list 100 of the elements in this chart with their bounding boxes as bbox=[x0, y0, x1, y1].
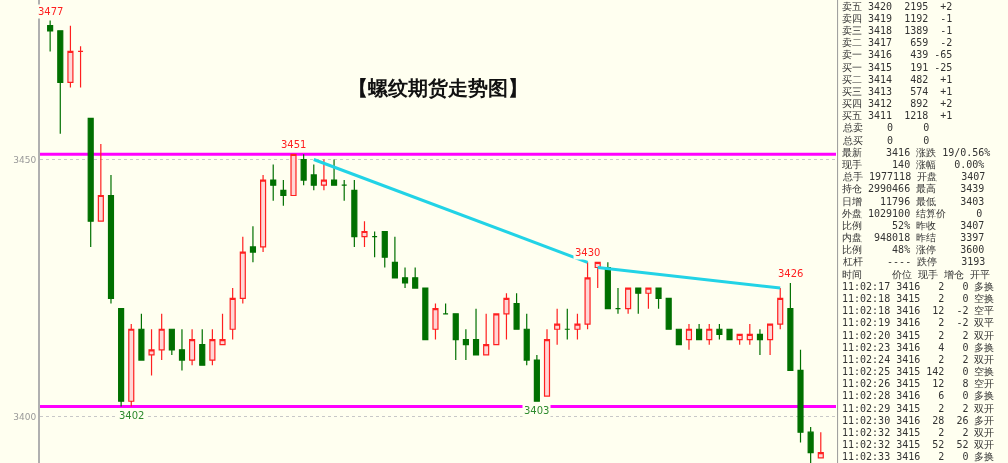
text: 卖三 3418 1389 -1 bbox=[842, 25, 953, 36]
text: 时间 价位 现手 增仓 开平 bbox=[842, 269, 991, 280]
candlestick bbox=[341, 179, 348, 202]
annotation: 3402 bbox=[119, 410, 145, 421]
text: 11:02:19 3416 2 -2 双平 bbox=[842, 317, 995, 328]
annotation: 3477 bbox=[38, 6, 64, 17]
candlestick bbox=[604, 261, 611, 310]
candlestick bbox=[280, 179, 287, 207]
candlestick bbox=[483, 313, 490, 356]
candlestick bbox=[371, 230, 378, 258]
candlestick bbox=[543, 328, 551, 397]
text: 11:02:25 3415 142 0 空换 bbox=[842, 366, 995, 377]
candlestick bbox=[736, 333, 743, 346]
text: 卖二 3417 659 -2 bbox=[842, 37, 953, 48]
candlestick bbox=[401, 266, 409, 289]
candlestick bbox=[472, 308, 480, 356]
candlestick bbox=[513, 292, 520, 330]
candlestick bbox=[412, 266, 419, 289]
candlestick bbox=[645, 287, 652, 310]
candlestick bbox=[381, 230, 388, 269]
candlestick bbox=[462, 328, 469, 361]
text: 11:02:18 3416 12 -2 空平 bbox=[842, 305, 995, 316]
text: 总手 1977118 开盘 3407 bbox=[842, 171, 986, 182]
candlestick bbox=[270, 164, 277, 202]
candlestick bbox=[158, 313, 165, 361]
text: 买二 3414 482 +1 bbox=[842, 74, 953, 85]
candlestick bbox=[625, 287, 632, 315]
annotation: 3426 bbox=[778, 268, 804, 279]
candlestick bbox=[442, 302, 449, 315]
text: 最新 3416 涨跌 19/0.56% bbox=[842, 147, 991, 158]
candlestick bbox=[675, 328, 682, 346]
candlestick bbox=[685, 323, 693, 351]
candlestick bbox=[310, 164, 317, 191]
candlestick bbox=[320, 158, 328, 191]
text: 买三 3413 574 +1 bbox=[842, 86, 953, 97]
candlestick bbox=[107, 174, 115, 305]
text: 11:02:23 3416 4 0 多换 bbox=[842, 342, 995, 353]
candlestick bbox=[178, 328, 186, 371]
text: 比例 48% 涨停 3600 bbox=[842, 244, 985, 255]
text: 11:02:18 3415 2 0 空换 bbox=[842, 293, 995, 304]
candlestick bbox=[493, 313, 500, 346]
candlestick bbox=[523, 313, 530, 366]
text: 买四 3412 892 +2 bbox=[842, 98, 953, 109]
text: 11:02:32 3415 2 2 双开 bbox=[842, 427, 995, 438]
text: 买一 3415 191 -25 bbox=[842, 62, 953, 73]
candlestick bbox=[97, 143, 104, 222]
text: 买五 3411 1218 +1 bbox=[842, 110, 953, 121]
candlestick bbox=[330, 158, 338, 186]
candlestick bbox=[767, 323, 774, 356]
candlestick bbox=[777, 287, 784, 330]
candlestick bbox=[128, 323, 135, 408]
y-tick-label: 3400 bbox=[13, 411, 37, 422]
candlestick bbox=[229, 287, 236, 341]
text: 11:02:24 3416 2 2 双开 bbox=[842, 354, 995, 365]
text: 11:02:32 3415 52 52 双开 bbox=[842, 439, 995, 450]
candlestick bbox=[249, 225, 257, 263]
text: 总买 0 0 bbox=[842, 135, 930, 146]
candlestick bbox=[118, 308, 125, 408]
candlestick bbox=[361, 220, 368, 248]
candlestick bbox=[716, 323, 723, 341]
candlestick bbox=[614, 287, 622, 315]
candlestick bbox=[351, 179, 358, 248]
candlestick bbox=[432, 302, 439, 341]
candlestick bbox=[189, 328, 196, 366]
candlestick bbox=[452, 313, 459, 361]
text: 比例 52% 昨收 3407 bbox=[842, 220, 985, 231]
candlestick bbox=[564, 308, 571, 341]
text: 11:02:28 3416 6 0 多换 bbox=[842, 390, 995, 401]
candlestick bbox=[57, 30, 64, 135]
text: 日增 11796 最低 3403 bbox=[842, 196, 985, 207]
candlestick bbox=[168, 328, 175, 356]
candlestick bbox=[584, 261, 591, 330]
text: 杠杆 ---- 跌停 3193 bbox=[842, 256, 986, 267]
text: 卖五 3420 2195 +2 bbox=[842, 1, 953, 12]
text: 11:02:17 3416 2 0 多换 bbox=[842, 281, 995, 292]
y-tick-label: 3450 bbox=[13, 154, 37, 165]
annotation: 3430 bbox=[575, 247, 601, 258]
candlestick bbox=[148, 328, 155, 377]
text: 11:02:29 3415 2 2 双开 bbox=[842, 403, 995, 414]
candlestick bbox=[47, 19, 54, 53]
candlestick bbox=[199, 328, 206, 366]
candlestick bbox=[209, 328, 216, 366]
annotation: 3451 bbox=[281, 139, 307, 150]
candlestick bbox=[391, 236, 398, 279]
candlestick bbox=[696, 323, 703, 341]
candlestick bbox=[787, 282, 794, 371]
candlestick bbox=[817, 431, 824, 459]
candlestick bbox=[726, 328, 733, 341]
candlestick bbox=[635, 287, 642, 315]
candlestick bbox=[706, 323, 713, 346]
candlestick bbox=[138, 313, 145, 361]
text: 卖一 3416 439 -65 bbox=[842, 49, 953, 60]
text: 持仓 2990466 最高 3439 bbox=[842, 183, 985, 194]
candlestick bbox=[67, 25, 74, 89]
text: 11:02:33 3416 2 0 多换 bbox=[842, 451, 995, 462]
text: 外盘 1029100 结算价 0 bbox=[842, 208, 983, 219]
candlestick bbox=[422, 287, 429, 341]
text: 现手 140 涨幅 0.00% bbox=[842, 159, 985, 170]
candlestick bbox=[655, 287, 662, 310]
candlestick bbox=[594, 261, 601, 289]
